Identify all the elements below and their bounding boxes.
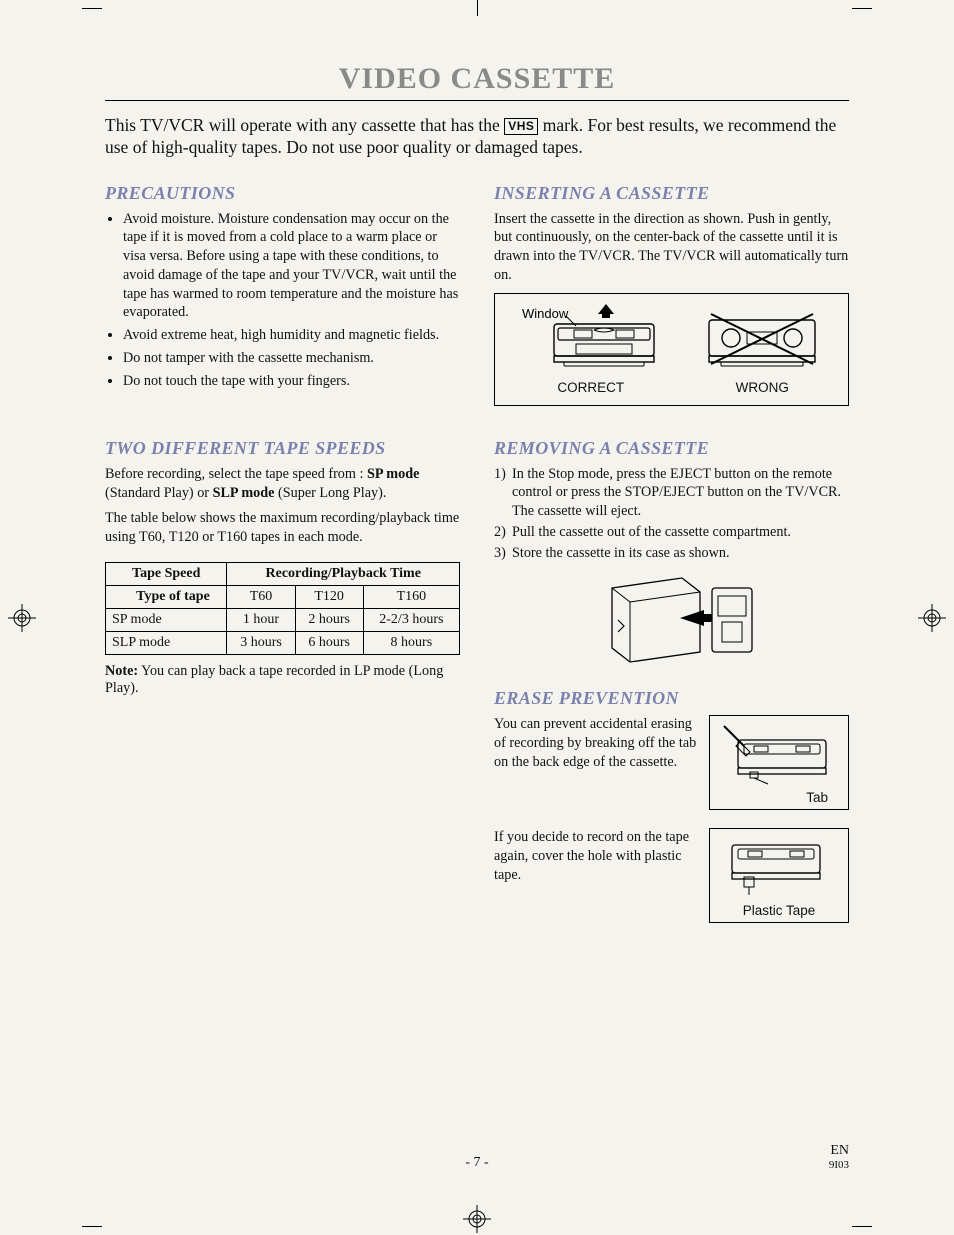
crop-mark [82,1226,102,1227]
table-row-label: SLP mode [106,632,227,655]
table-cell: T160 [363,586,459,609]
crop-mark [477,0,478,16]
precaution-item: Do not tamper with the cassette mechanis… [123,349,460,368]
inserting-heading: INSERTING A CASSETTE [494,183,849,204]
erase-para2: If you decide to record on the tape agai… [494,828,697,884]
intro-text: This TV/VCR will operate with any casset… [105,115,504,135]
precautions-list: Avoid moisture. Moisture condensation ma… [105,210,460,391]
crop-mark [82,8,102,9]
table-cell: 3 hours [227,632,295,655]
vhs-badge-icon: VHS [504,118,538,135]
table-header: Tape Speed [106,563,227,586]
correct-cassette-figure: Window [516,304,666,395]
left-column: PRECAUTIONS Avoid moisture. Moisture con… [105,183,460,942]
intro-paragraph: This TV/VCR will operate with any casset… [105,115,849,159]
erase-para1: You can prevent accidental erasing of re… [494,715,697,771]
erase-heading: ERASE PREVENTION [494,688,849,709]
wrong-cassette-figure: WRONG [697,304,827,395]
tab-caption: Tab [716,790,842,805]
tape-speeds-intro: Before recording, select the tape speed … [105,465,460,502]
registration-mark-icon [463,1205,491,1233]
precautions-heading: PRECAUTIONS [105,183,460,204]
page-footer: - 7 - EN 9I03 [105,1143,849,1171]
erase-plastic-tape-figure: Plastic Tape [709,828,849,923]
tape-speeds-heading: TWO DIFFERENT TAPE SPEEDS [105,438,460,459]
registration-mark-icon [8,604,36,632]
removing-steps: In the Stop mode, press the EJECT button… [494,465,849,563]
cassette-correct-icon: Window [516,304,666,376]
page-number: - 7 - [165,1155,789,1171]
correct-caption: CORRECT [516,380,666,395]
window-label: Window [522,306,569,321]
removing-figure [494,570,849,670]
page-title: VIDEO CASSETTE [105,62,849,96]
right-column: INSERTING A CASSETTE Insert the cassette… [494,183,849,942]
tape-speed-table: Tape Speed Recording/Playback Time Type … [105,562,460,655]
cassette-plastic-tape-icon [716,835,836,899]
table-row-label: SP mode [106,609,227,632]
precaution-item: Do not touch the tape with your fingers. [123,372,460,391]
title-rule [105,100,849,101]
cassette-tab-icon [716,722,836,786]
cassette-wrong-icon [697,304,827,376]
plastic-tape-caption: Plastic Tape [716,903,842,918]
erase-row-2: If you decide to record on the tape agai… [494,828,849,923]
table-cell: 2 hours [295,609,363,632]
table-cell: 6 hours [295,632,363,655]
removing-step: Pull the cassette out of the cassette co… [494,523,849,542]
inserting-para: Insert the cassette in the direction as … [494,210,849,285]
table-cell: 8 hours [363,632,459,655]
precaution-item: Avoid moisture. Moisture condensation ma… [123,210,460,322]
precaution-item: Avoid extreme heat, high humidity and ma… [123,326,460,345]
table-header: Recording/Playback Time [227,563,460,586]
manual-page: VIDEO CASSETTE This TV/VCR will operate … [0,0,954,1235]
table-cell: T120 [295,586,363,609]
removing-step: In the Stop mode, press the EJECT button… [494,465,849,521]
removing-heading: REMOVING A CASSETTE [494,438,849,459]
erase-row-1: You can prevent accidental erasing of re… [494,715,849,810]
tape-speeds-para2: The table below shows the maximum record… [105,509,460,546]
crop-mark [852,8,872,9]
footer-code: 9I03 [789,1159,849,1171]
removing-step: Store the cassette in its case as shown. [494,544,849,563]
crop-mark [852,1226,872,1227]
table-cell: T60 [227,586,295,609]
table-cell: 1 hour [227,609,295,632]
registration-mark-icon [918,604,946,632]
footer-lang: EN [789,1143,849,1159]
cassette-store-icon [572,570,772,670]
table-cell: 2-2/3 hours [363,609,459,632]
two-column-layout: PRECAUTIONS Avoid moisture. Moisture con… [105,183,849,942]
erase-tab-figure: Tab [709,715,849,810]
inserting-figure: Window [494,293,849,406]
tape-speeds-note: Note: You can play back a tape recorded … [105,663,460,697]
table-header: Type of tape [120,586,227,609]
wrong-caption: WRONG [697,380,827,395]
